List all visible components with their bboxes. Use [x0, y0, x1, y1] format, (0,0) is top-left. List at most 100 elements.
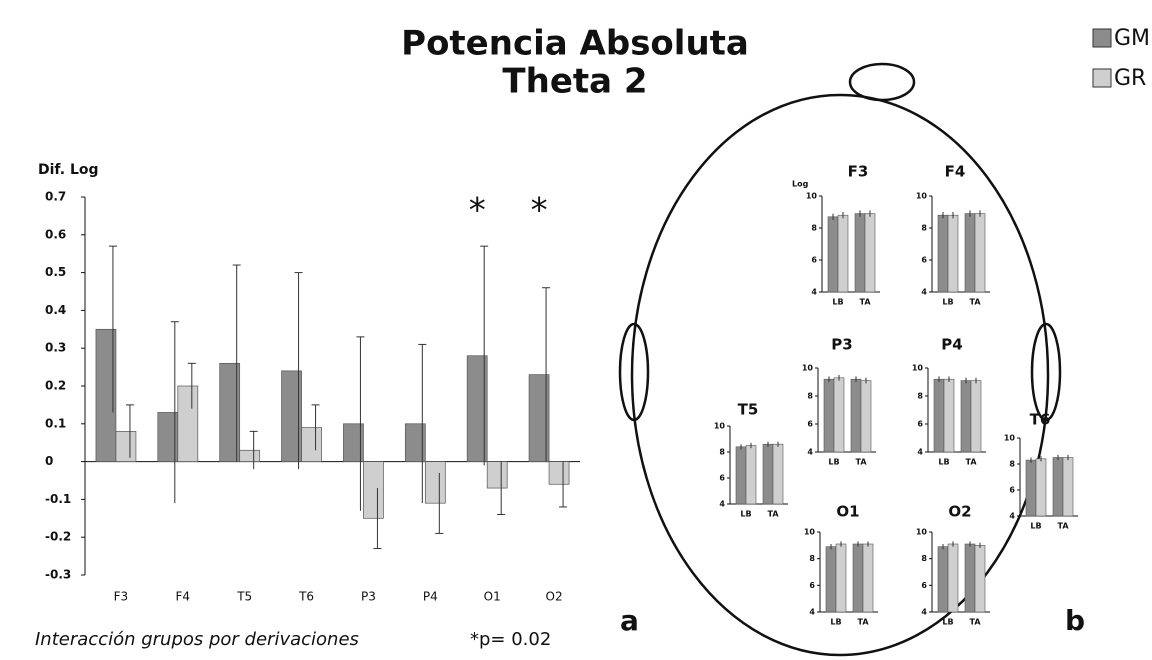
y-tick-label: 10	[806, 192, 818, 201]
y-tick-label: 4	[719, 500, 725, 509]
y-tick-label: 10	[916, 192, 928, 201]
small-chart-title: P4	[941, 336, 962, 354]
bar	[835, 543, 847, 613]
y-tick-label: 10	[1004, 434, 1016, 443]
bar	[864, 213, 876, 293]
x-tick-label: LB	[1030, 522, 1041, 531]
x-tick-label: F3	[114, 590, 129, 604]
bar	[970, 380, 982, 453]
bar	[937, 546, 949, 613]
y-tick-label: 0.2	[45, 379, 66, 393]
y-tick-label: 6	[807, 420, 813, 429]
y-tick-label: 10	[802, 364, 814, 373]
bar	[850, 378, 862, 453]
x-tick-label: F4	[176, 590, 191, 604]
bar	[281, 370, 302, 462]
y-tick-label: 4	[917, 448, 923, 457]
bar	[1062, 457, 1074, 517]
y-tick-label: 8	[719, 448, 725, 457]
title: Potencia Absoluta	[401, 24, 749, 64]
bar	[363, 461, 384, 519]
y-axis-label: Log	[792, 180, 809, 189]
bar	[177, 385, 199, 462]
y-tick-label: 8	[917, 392, 923, 401]
x-tick-label: LB	[938, 458, 949, 467]
y-tick-label: 0.6	[45, 227, 66, 241]
small-chart-title: F4	[945, 163, 966, 181]
y-tick-label: 0.1	[45, 416, 66, 430]
x-tick-label: LB	[832, 298, 843, 307]
x-tick-label: TA	[965, 458, 977, 467]
legend-swatch	[1092, 68, 1112, 88]
bar	[1025, 459, 1037, 517]
ear	[1030, 322, 1062, 422]
y-tick-label: -0.3	[45, 568, 71, 582]
legend-label: GM	[1114, 26, 1150, 51]
y-tick-label: 6	[917, 420, 923, 429]
y-tick-label: 8	[1009, 460, 1015, 469]
bar	[943, 378, 955, 453]
small-chart-title: T5	[738, 401, 759, 419]
bar	[833, 377, 845, 453]
x-tick-label: O1	[484, 590, 501, 604]
y-tick-label: 10	[916, 528, 928, 537]
y-tick-label: 8	[811, 224, 817, 233]
bar	[964, 543, 976, 613]
bar	[823, 378, 835, 453]
x-tick-label: TA	[767, 510, 779, 519]
bar	[964, 213, 976, 293]
subtitle: Theta 2	[502, 62, 647, 102]
y-tick-label: 4	[921, 288, 927, 297]
bar	[528, 374, 550, 462]
x-tick-label: T6	[298, 590, 314, 604]
bar	[301, 427, 322, 462]
y-tick-label: -0.2	[45, 530, 71, 544]
y-tick-label: 8	[807, 392, 813, 401]
y-tick-label: 6	[921, 581, 927, 590]
bar	[219, 362, 241, 462]
bar	[860, 380, 872, 453]
y-axis-label: Dif. Log	[38, 162, 99, 178]
x-tick-label: P3	[361, 590, 376, 604]
y-tick-label: 6	[719, 474, 725, 483]
bar	[974, 213, 986, 293]
x-tick-label: TA	[857, 618, 869, 627]
x-tick-label: TA	[969, 618, 981, 627]
bar	[837, 214, 849, 293]
y-tick-label: 0.4	[45, 303, 66, 317]
bar	[933, 378, 945, 453]
x-tick-label: T5	[236, 590, 252, 604]
bar	[947, 543, 959, 613]
y-tick-label: 6	[809, 581, 815, 590]
panel-label: a	[620, 604, 639, 637]
legend-swatch	[1092, 28, 1112, 48]
y-tick-label: 4	[809, 608, 815, 617]
significance-mark: *	[531, 190, 548, 230]
bar	[772, 443, 784, 505]
footnote: Interacción grupos por derivaciones	[35, 629, 359, 650]
y-tick-label: 10	[912, 364, 924, 373]
x-tick-label: TA	[969, 298, 981, 307]
y-tick-label: 4	[1009, 512, 1015, 521]
bar	[1035, 458, 1047, 517]
y-tick-label: 8	[921, 224, 927, 233]
nose	[848, 62, 916, 102]
x-tick-label: LB	[942, 618, 953, 627]
x-tick-label: TA	[859, 298, 871, 307]
bar	[825, 546, 837, 613]
bar	[854, 213, 866, 293]
y-tick-label: 6	[1009, 486, 1015, 495]
small-chart-title: P3	[831, 336, 852, 354]
y-tick-label: 6	[921, 256, 927, 265]
bar	[960, 380, 972, 453]
bar	[745, 445, 757, 505]
bar	[404, 423, 426, 462]
y-tick-label: 10	[804, 528, 816, 537]
bar	[974, 545, 986, 613]
head-outline	[630, 93, 1050, 657]
bar	[862, 543, 874, 613]
bar	[486, 461, 508, 489]
x-tick-label: LB	[830, 618, 841, 627]
significance-mark: *	[469, 190, 486, 230]
y-tick-label: 8	[809, 554, 815, 563]
